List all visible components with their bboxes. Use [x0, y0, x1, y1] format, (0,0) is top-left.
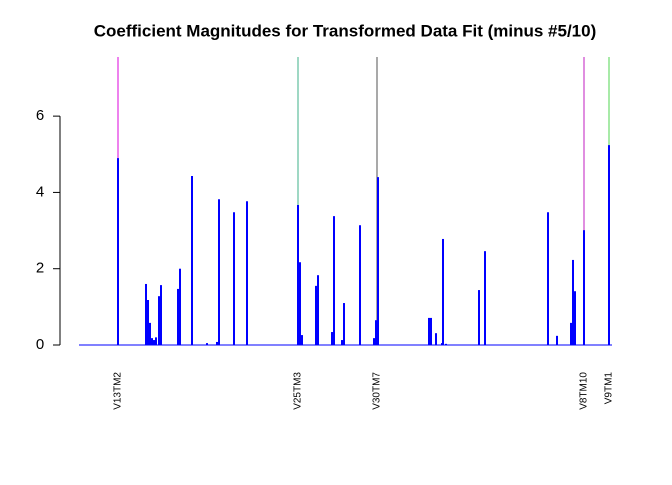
y-tick-label: 4: [36, 183, 44, 200]
highlight-label: V25TM3: [293, 372, 304, 410]
highlight-label: V8TM10: [579, 372, 590, 410]
y-tick-label: 0: [36, 336, 44, 353]
highlight-label: V13TM2: [113, 372, 124, 410]
y-tick-label: 6: [36, 107, 44, 124]
highlight-label: V30TM7: [372, 372, 383, 410]
y-tick-label: 2: [36, 260, 44, 277]
plot-area: V13TM2 V25TM3 V30TM7 V8TM10 V9TM1 0 2 4 6: [36, 57, 615, 410]
chart-title: Coefficient Magnitudes for Transformed D…: [94, 21, 597, 40]
highlight-label: V9TM1: [604, 372, 615, 405]
